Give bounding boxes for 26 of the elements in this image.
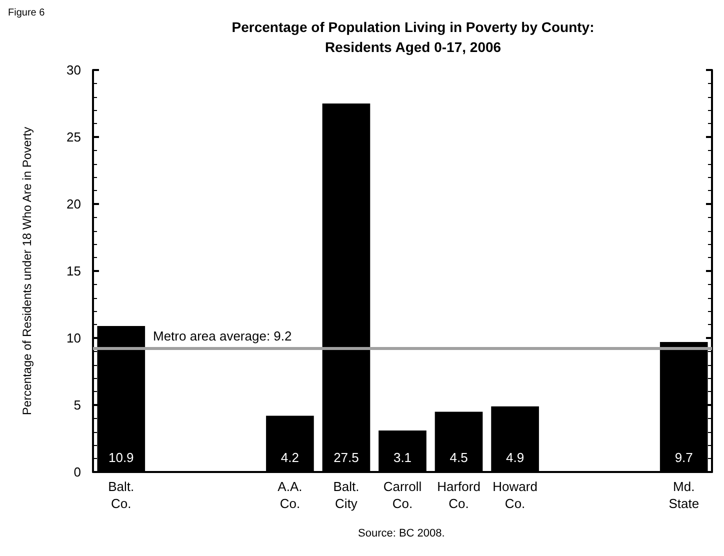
y-tick-label: 5 xyxy=(74,398,81,412)
y-tick-label: 25 xyxy=(66,130,81,144)
chart-title: Percentage of Population Living in Poverty by County: Residents Aged 0-17, 2006 xyxy=(232,19,594,55)
y-tick-label: 15 xyxy=(66,264,81,278)
data-label: 4.2 xyxy=(280,450,299,465)
data-label: 3.1 xyxy=(393,450,412,465)
y-axis-title: Percentage of Residents under 18 Who Are in Poverty xyxy=(20,126,34,416)
x-tick-label: Harford Co. xyxy=(437,479,480,511)
y-tick-label: 0 xyxy=(74,464,81,480)
data-label: 4.9 xyxy=(506,450,524,465)
x-tick-label: Balt. City xyxy=(333,479,360,511)
x-tick-label: Balt. Co. xyxy=(108,479,134,511)
y-tick-label: 10 xyxy=(66,330,81,346)
data-label: 9.7 xyxy=(674,450,693,465)
y-tick-label: 30 xyxy=(66,62,81,78)
data-label: 4.5 xyxy=(450,450,468,465)
data-label: 10.9 xyxy=(108,450,134,465)
x-tick-label: Carroll Co. xyxy=(383,479,422,511)
y-tick-label: 20 xyxy=(66,196,81,212)
x-tick-label: Md. State xyxy=(668,479,700,511)
caption: Figure 6 xyxy=(8,8,46,18)
ref-line-label: Metro area average: 9.2 xyxy=(153,328,292,344)
x-tick-label: Howard Co. xyxy=(492,479,538,511)
x-tick-label: A.A. Co. xyxy=(278,479,302,511)
data-label: 27.5 xyxy=(334,450,359,465)
source-note: Source: BC 2008. xyxy=(358,528,445,540)
